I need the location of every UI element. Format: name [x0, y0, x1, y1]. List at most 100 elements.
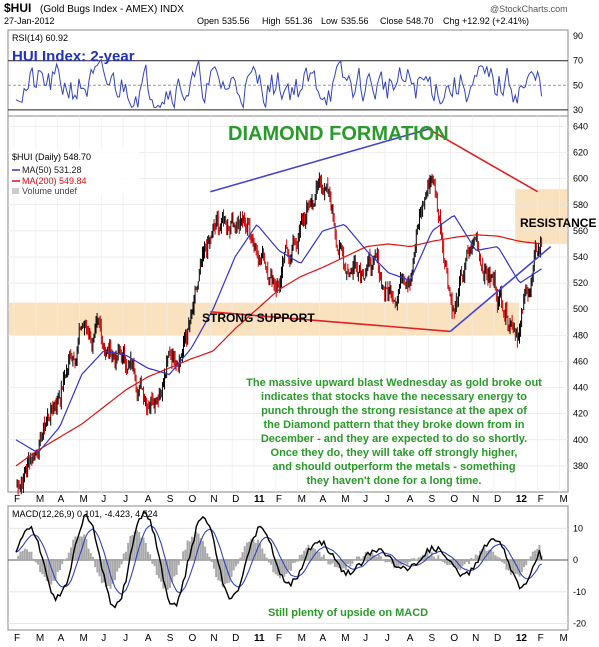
rsi-line: [15, 58, 543, 110]
macd-panel: 10 0 -10 -20 MACD(12,26,9) 0.101, -4.423, 4…: [7, 505, 586, 631]
commentary-line-7: and should outperform the metals - somet…: [272, 461, 515, 473]
price-tick-label: 580: [573, 200, 588, 210]
diamond-upper-left-trendline: [210, 128, 429, 193]
month-label: 11: [254, 633, 265, 644]
price-tick-label: 620: [573, 148, 588, 158]
month-label: A: [145, 633, 152, 644]
month-axis-top: F M A M J J A S O N D 11 F M A M J J A S O N D 12 F M: [14, 494, 568, 505]
month-label: F: [276, 494, 282, 505]
month-label: J: [385, 633, 390, 644]
index-name-label: (Gold Bugs Index - AMEX) INDX: [40, 4, 184, 15]
commentary-line-3: punch through the strong resistance at t…: [261, 405, 527, 417]
price-legend-box: [9, 148, 139, 194]
price-tick-label: 560: [573, 226, 588, 236]
price-tick-label: 540: [573, 252, 588, 262]
month-label: F: [14, 494, 20, 505]
watermark-label: @StockCharts.com: [490, 4, 568, 14]
month-axis-bottom: F M A M J J A S O N D 11 F M A M J J A S O N D 12 F M: [14, 633, 568, 644]
month-label: N: [210, 494, 217, 505]
month-label: A: [145, 494, 152, 505]
diamond-lower-right-trendline: [449, 245, 552, 333]
price-tick-label: 600: [573, 174, 588, 184]
price-tick-labels: 640 620 600 580 560 540 520 500 480 460 440 420 400 3…: [573, 121, 588, 470]
month-label: J: [363, 633, 368, 644]
price-tick-label: 500: [573, 304, 588, 314]
month-label: M: [559, 633, 567, 644]
volume-legend: Volume undef: [22, 186, 78, 196]
month-label: D: [494, 633, 501, 644]
month-label: J: [385, 494, 390, 505]
price-tick-label: 380: [573, 461, 588, 471]
macd-tick-label: 0: [573, 555, 578, 565]
chg-label: Chg: [443, 16, 460, 26]
macd-annotation: Still plenty of upside on MACD: [268, 607, 428, 619]
price-legend-main: $HUI (Daily) 548.70: [12, 152, 91, 162]
month-label: D: [494, 494, 501, 505]
month-label: M: [36, 494, 44, 505]
macd-line: [15, 510, 543, 609]
month-label: O: [450, 633, 458, 644]
low-label: Low: [321, 16, 338, 26]
diamond-trendlines: [210, 128, 552, 333]
volume-legend-swatch: [12, 188, 19, 194]
price-tick-label: 640: [573, 121, 588, 131]
month-label: M: [79, 494, 87, 505]
month-label: J: [363, 494, 368, 505]
close-value: 548.70: [406, 16, 434, 26]
macd-legend: MACD(12,26,9) 0.101, -4.423, 4.524: [12, 509, 158, 519]
diamond-upper-right-trendline: [428, 128, 539, 193]
macd-signal-line: [15, 524, 542, 595]
month-label: S: [167, 633, 174, 644]
commentary-line-6: Once they do, they will take off strongl…: [271, 447, 518, 459]
month-label: 11: [254, 494, 265, 505]
rsi-panel: 90 70 50 30 RSI(14) 60.92 HUI Index: 2-year: [7, 29, 583, 117]
month-label: F: [276, 633, 282, 644]
commentary-line-2: indicates that stocks have the necessary…: [261, 391, 527, 403]
month-label: M: [298, 633, 306, 644]
ma200-legend: MA(200) 549.84: [22, 176, 87, 186]
commentary-line-5: December - and they are expected to do s…: [261, 433, 527, 445]
month-label: A: [407, 494, 414, 505]
diamond-lower-left-trendline: [210, 311, 451, 333]
ma50-legend: MA(50) 531.28: [22, 165, 82, 175]
price-panel: 640 620 600 580 560 540 520 500 480 460 440 420 400 3…: [7, 115, 596, 495]
rsi-tick-label: 90: [573, 31, 583, 41]
month-label: A: [58, 633, 65, 644]
price-tick-label: 420: [573, 409, 588, 419]
chart-title: HUI Index: 2-year: [12, 48, 135, 65]
month-label: F: [538, 494, 544, 505]
month-label: S: [167, 494, 174, 505]
month-label: A: [319, 633, 326, 644]
ma50-line: [15, 215, 542, 454]
commentary-line-1: The massive upward blast Wednesday as go…: [246, 377, 542, 389]
open-value: 535.56: [222, 16, 250, 26]
month-label: F: [14, 633, 20, 644]
month-label: S: [429, 494, 436, 505]
month-label: J: [123, 633, 128, 644]
month-label: M: [298, 494, 306, 505]
rsi-tick-label: 30: [573, 105, 583, 115]
price-bands: [9, 189, 567, 336]
month-label: J: [101, 633, 106, 644]
macd-tick-label: -10: [573, 587, 586, 597]
date-label: 27-Jan-2012: [4, 16, 55, 26]
open-label: Open: [197, 16, 219, 26]
close-label: Close: [380, 16, 403, 26]
month-label: M: [36, 633, 44, 644]
month-label: 12: [516, 633, 528, 644]
month-label: J: [123, 494, 128, 505]
price-grid: [8, 116, 568, 492]
month-label: M: [341, 494, 349, 505]
price-tick-label: 480: [573, 330, 588, 340]
price-bars: [16, 172, 543, 495]
month-label: 12: [516, 494, 528, 505]
month-label: N: [472, 633, 479, 644]
month-label: J: [101, 494, 106, 505]
commentary-line-4: the Diamond pattern that they broke down…: [264, 419, 525, 431]
price-tick-label: 520: [573, 278, 588, 288]
month-label: O: [189, 494, 197, 505]
month-label: M: [559, 494, 567, 505]
month-label: A: [407, 633, 414, 644]
strong-support-label: STRONG SUPPORT: [202, 311, 315, 325]
month-label: N: [472, 494, 479, 505]
